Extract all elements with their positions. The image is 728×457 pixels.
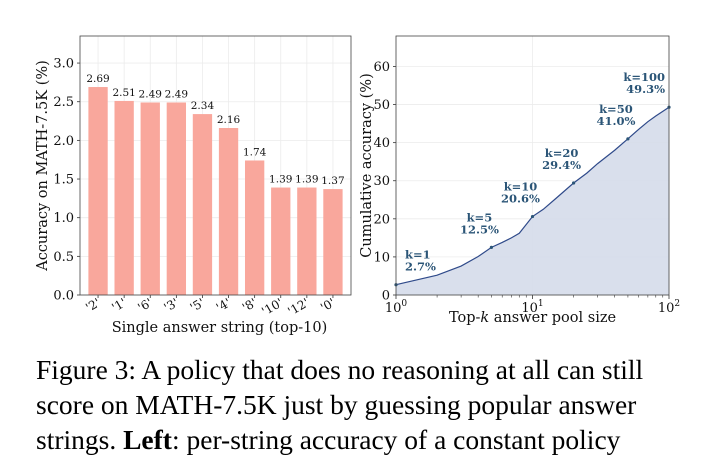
plot-frame bbox=[395, 35, 670, 296]
bar-value-label: 1.39 bbox=[269, 174, 292, 186]
annotation-k-label: k=5 bbox=[467, 210, 493, 224]
y-tick-label: 0.0 bbox=[53, 289, 74, 304]
y-tick-label: 0.5 bbox=[53, 250, 74, 265]
annotation-k-label: k=1 bbox=[405, 248, 431, 262]
y-tick-label: 50 bbox=[373, 98, 390, 113]
bar-value-label: 2.49 bbox=[165, 88, 188, 100]
caption-line-2: score on MATH-7.5K just by guessing popu… bbox=[36, 389, 637, 420]
annotation-k-label: k=20 bbox=[545, 146, 579, 160]
x-axis-label-pre: Top- bbox=[449, 310, 481, 326]
y-tick-label: 40 bbox=[373, 136, 390, 151]
y-tick-label: 2.0 bbox=[53, 134, 74, 149]
bar-value-label: 2.49 bbox=[139, 88, 162, 100]
figure-caption: Figure 3: A policy that does no reasonin… bbox=[36, 352, 706, 457]
annotation-point bbox=[571, 181, 576, 185]
y-tick-label: 10 bbox=[373, 250, 390, 265]
x-axis-label-post: answer pool size bbox=[489, 310, 616, 326]
bar bbox=[192, 114, 213, 295]
x-tick-exponent: 0 bbox=[401, 299, 407, 309]
annotation-k-label: k=100 bbox=[623, 70, 665, 84]
bar-value-label: 1.39 bbox=[295, 174, 318, 186]
x-tick-exponent: 2 bbox=[674, 299, 680, 309]
x-tick-base: 10 bbox=[521, 301, 538, 316]
caption-line-3-pre: strings. bbox=[36, 424, 124, 455]
annotation-value-label: 12.5% bbox=[460, 222, 499, 236]
x-tick-label: '8' bbox=[240, 295, 259, 314]
bar-value-label: 2.51 bbox=[112, 87, 135, 99]
x-tick-exponent: 1 bbox=[538, 299, 544, 309]
x-axis-label-italic: k bbox=[480, 310, 489, 326]
bar bbox=[244, 160, 265, 295]
y-tick-label: 3.0 bbox=[53, 57, 74, 72]
x-tick-label: '1' bbox=[109, 295, 128, 314]
y-axis-label: Accuracy on MATH-7.5K (%) bbox=[35, 60, 51, 272]
bar bbox=[218, 128, 239, 295]
caption-line-3: strings. Left: per-string accuracy of a … bbox=[36, 422, 706, 457]
x-tick-base: 10 bbox=[385, 301, 402, 316]
y-tick-label: 1.0 bbox=[53, 211, 74, 226]
x-tick-label: '6' bbox=[135, 295, 154, 314]
y-tick-label: 30 bbox=[373, 174, 390, 189]
bar bbox=[114, 100, 134, 295]
annotation-value-label: 29.4% bbox=[542, 158, 581, 172]
y-tick-label: 2.5 bbox=[53, 95, 74, 110]
bar-value-label: 2.16 bbox=[217, 114, 241, 126]
bar bbox=[88, 87, 108, 296]
bar bbox=[140, 102, 160, 295]
x-tick-label: '10' bbox=[259, 295, 285, 318]
plot-frame bbox=[79, 35, 352, 296]
bar bbox=[323, 189, 343, 295]
annotation-point bbox=[530, 214, 535, 219]
x-tick-label: '12' bbox=[285, 295, 311, 318]
annotation-value-label: 49.3% bbox=[626, 82, 665, 96]
x-tick-label: '0' bbox=[318, 295, 337, 314]
x-axis-label: Single answer string (top-10) bbox=[112, 320, 328, 336]
x-tick-base: 10 bbox=[658, 301, 675, 316]
bar-value-label: 1.74 bbox=[243, 146, 267, 158]
annotation-value-label: 20.6% bbox=[501, 192, 540, 206]
x-axis-label: Top-k answer pool size bbox=[449, 310, 616, 326]
x-tick-label: '4' bbox=[214, 295, 233, 314]
caption-bold-left: Left bbox=[123, 424, 172, 455]
bar bbox=[297, 187, 317, 295]
cumulative-line bbox=[395, 106, 670, 286]
annotation-point bbox=[626, 137, 630, 141]
y-axis-label: Cumulative accuracy (%) bbox=[359, 73, 375, 257]
bar-value-label: 1.37 bbox=[321, 175, 344, 187]
bar-value-label: 2.69 bbox=[86, 73, 109, 85]
x-tick-label: 100 bbox=[385, 299, 408, 316]
y-tick-label: 20 bbox=[373, 212, 390, 227]
annotation-k-label: k=10 bbox=[504, 180, 538, 194]
y-tick-label: 60 bbox=[373, 60, 390, 75]
annotation-value-label: 41.0% bbox=[596, 114, 635, 128]
x-tick-label: '2' bbox=[83, 295, 102, 314]
bar bbox=[166, 102, 187, 295]
bar-chart: 2.69 '2' 2.51 '1' 2.49 '6' 2.49 '3' 2.34 '5' 2.16 '… bbox=[35, 35, 352, 336]
bar bbox=[271, 187, 291, 295]
annotation-point bbox=[489, 245, 494, 249]
bar-value-label: 2.34 bbox=[191, 100, 215, 112]
caption-line-3-post: : per-string accuracy of a constant poli… bbox=[171, 424, 621, 455]
cumulative-area bbox=[396, 107, 669, 295]
y-tick-label: 0 bbox=[382, 289, 390, 304]
figure-charts: 2.69'2'2.51'1'2.49'6'2.49'3'2.34'5'2.16'… bbox=[35, 35, 680, 336]
caption-line-1: Figure 3: A policy that does no reasonin… bbox=[36, 354, 644, 385]
annotation-value-label: 2.7% bbox=[405, 260, 436, 274]
x-tick-label: '5' bbox=[188, 295, 207, 314]
x-tick-label: 101 bbox=[521, 299, 543, 316]
y-tick-label: 1.5 bbox=[53, 173, 74, 188]
x-tick-label: 102 bbox=[658, 299, 680, 316]
annotation-k-label: k=50 bbox=[599, 102, 633, 116]
x-tick-label: '3' bbox=[162, 295, 181, 314]
